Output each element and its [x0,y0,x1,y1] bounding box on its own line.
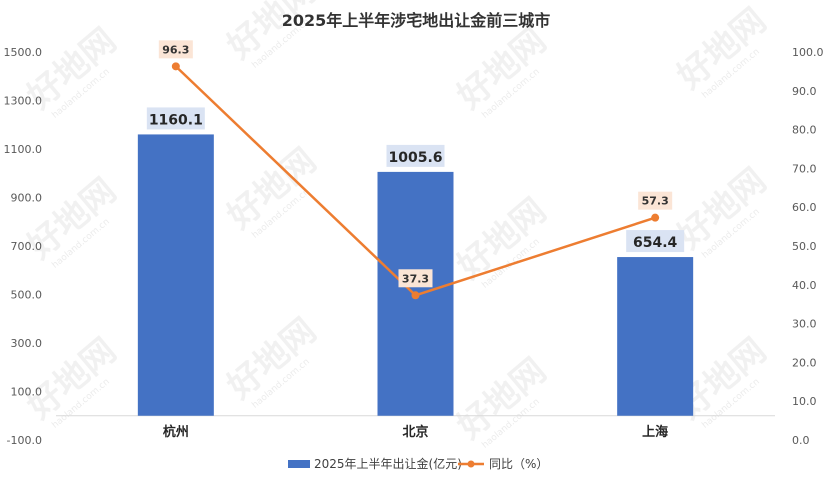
line-value-label: 96.3 [162,43,189,56]
y-right-tick-label: 60.0 [792,201,817,214]
legend-label-bar: 2025年上半年出让金(亿元) [314,456,462,471]
line-point [411,291,420,300]
line-label-bg [158,40,193,59]
legend-swatch-bar [288,460,310,468]
line-point [651,213,660,222]
line-point [171,62,180,71]
legend-label-line: 同比（%） [489,457,548,471]
x-tick-label: 杭州 [163,424,189,440]
y-right-tick-label: 70.0 [792,162,817,175]
chart-title: 2025年上半年涉宅地出让金前三城市 [282,11,551,30]
x-tick-label: 上海 [642,424,668,440]
y-right-tick-label: 20.0 [792,356,817,369]
y-right-tick-label: 90.0 [792,85,817,98]
y-left-tick-label: 700.0 [11,240,43,253]
bar-label-bg [386,144,445,167]
x-tick-label: 北京 [402,424,428,440]
line-value-label: 57.3 [642,195,669,208]
bar [137,134,214,416]
bar-label-bg [146,107,205,130]
y-right-tick-label: 40.0 [792,279,817,292]
line-label-bg [638,191,673,210]
y-left-tick-label: 100.0 [11,386,43,399]
legend: 2025年上半年出让金(亿元) 同比（%） [288,456,548,471]
y-left-tick-label: 300.0 [11,337,43,350]
y-left-tick-label: 1500.0 [4,46,43,59]
y-left-tick-label: 1300.0 [4,95,43,108]
data-labels: 1160.1 1005.6 654.4 96.3 37.3 57.3 [146,40,685,288]
bar [617,257,694,416]
bar-value-label: 1005.6 [388,150,442,166]
bar-value-label: 1160.1 [149,112,203,128]
line-value-label: 37.3 [402,272,429,285]
axes: 1500.0 1300.0 1100.0 900.0 700.0 500.0 300.0 10… [4,46,824,447]
y-left-tick-label: 500.0 [11,289,43,302]
line-series [171,62,660,300]
y-right-tick-label: 100.0 [792,46,824,59]
bar-value-label: 654.4 [633,235,678,251]
line-label-bg [398,269,433,288]
y-left-tick-label: -100.0 [7,434,42,447]
y-left-tick-label: 900.0 [11,192,43,205]
y-right-tick-label: 80.0 [792,124,817,137]
y-right-tick-label: 30.0 [792,318,817,331]
y-right-tick-label: 0.0 [792,434,810,447]
y-left-tick-label: 1100.0 [4,143,43,156]
legend-swatch-marker [467,460,475,468]
bar-label-bg [626,230,685,253]
y-right-tick-label: 50.0 [792,240,817,253]
y-right-tick-label: 10.0 [792,395,817,408]
